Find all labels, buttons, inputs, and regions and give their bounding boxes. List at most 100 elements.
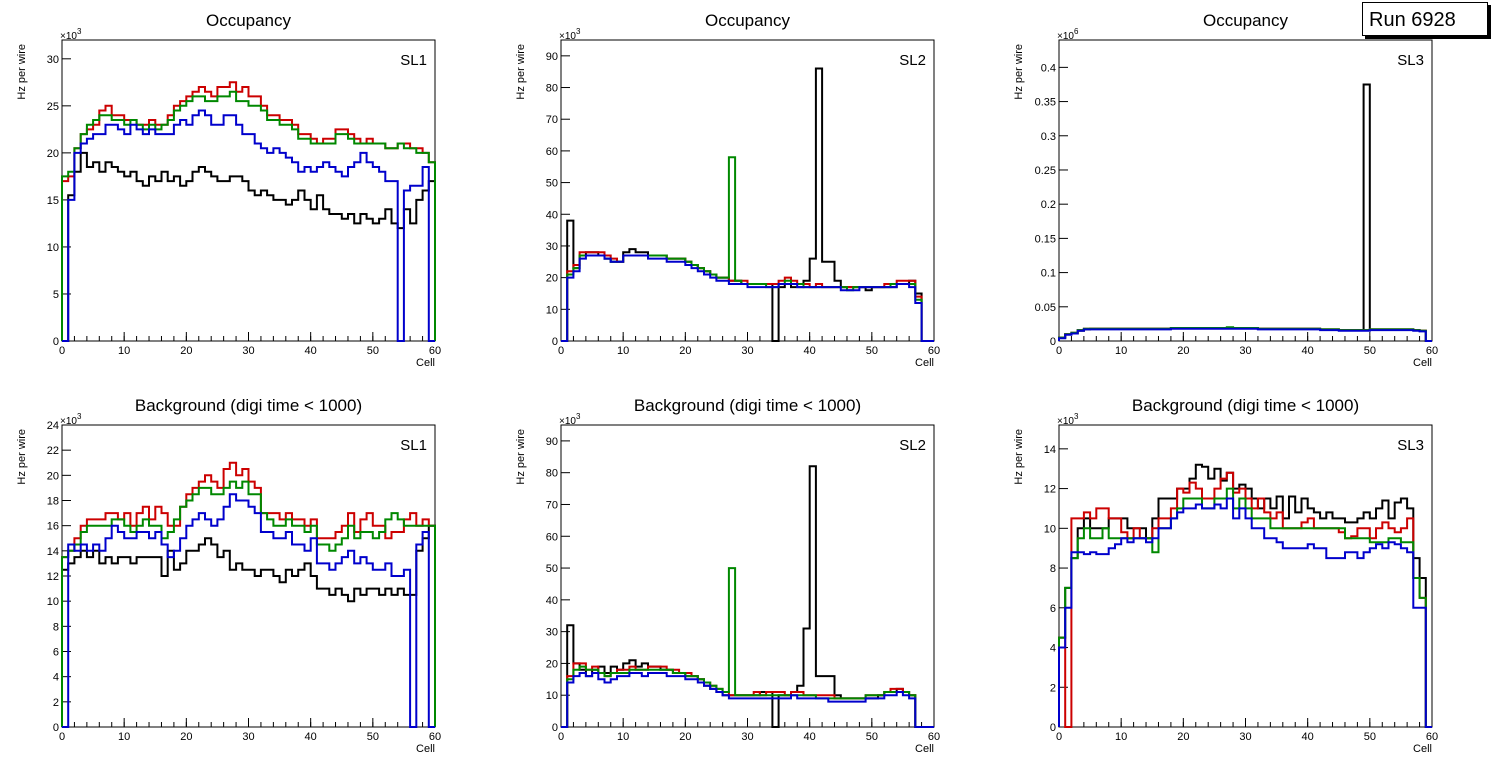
series-blue — [1058, 497, 1432, 728]
y-tick-label: 40 — [546, 209, 558, 221]
y-axis-label: Hz per wire — [1013, 429, 1025, 485]
series-black — [1058, 83, 1432, 342]
series-blue — [62, 109, 435, 342]
y-tick-label: 8 — [53, 621, 59, 633]
x-tick-label: 40 — [305, 731, 317, 743]
y-tick-label: 10 — [1044, 523, 1056, 535]
y-axis-label: Hz per wire — [1013, 44, 1025, 100]
y-tick-label: 90 — [546, 436, 558, 448]
superlayer-label: SL3 — [1397, 52, 1424, 69]
series-black — [62, 151, 436, 342]
x-tick-label: 50 — [866, 731, 878, 743]
series-blue — [62, 493, 435, 728]
axis-exponent-power: 3 — [77, 27, 82, 36]
y-tick-label: 5 — [53, 289, 59, 301]
series-black — [61, 524, 436, 727]
y-tick-label: 2 — [1050, 682, 1056, 694]
y-tick-label: 20 — [47, 148, 59, 160]
series-green — [61, 90, 436, 341]
superlayer-label: SL1 — [400, 52, 427, 69]
x-tick-label: 10 — [118, 345, 130, 357]
panel-title: Occupancy — [206, 11, 292, 30]
x-tick-label: 10 — [118, 731, 130, 743]
x-tick-label: 40 — [1302, 345, 1314, 357]
series-red — [1058, 471, 1432, 728]
axis-exponent: ×103 — [1057, 412, 1079, 427]
series-red — [61, 461, 436, 727]
y-tick-label: 0 — [53, 722, 59, 734]
x-tick-label: 20 — [180, 731, 192, 743]
x-tick-label: 40 — [804, 345, 816, 357]
y-tick-label: 6 — [1050, 603, 1056, 615]
x-tick-label: 0 — [1056, 345, 1062, 357]
y-tick-label: 60 — [546, 531, 558, 543]
y-tick-label: 4 — [1050, 643, 1056, 655]
histogram-panel: 0 10 20 30 40 50 60 0 10 20 30 40 50 60 70 80 90 Backgrou… — [515, 396, 940, 755]
x-tick-label: 10 — [1115, 731, 1127, 743]
series-green — [61, 480, 436, 727]
y-tick-label: 60 — [546, 146, 558, 158]
panel-title: Background (digi time < 1000) — [1132, 396, 1359, 415]
series-blue — [1058, 327, 1432, 342]
y-tick-label: 10 — [47, 596, 59, 608]
y-tick-label: 14 — [1044, 444, 1056, 456]
y-tick-label: 30 — [546, 627, 558, 639]
plot-frame — [1058, 39, 1433, 342]
x-tick-label: 0 — [558, 345, 564, 357]
x-axis-label: Cell — [915, 743, 934, 755]
y-tick-label: 20 — [546, 273, 558, 285]
x-tick-label: 50 — [367, 345, 379, 357]
series-black — [1058, 463, 1432, 728]
y-tick-label: 16 — [47, 521, 59, 533]
y-tick-label: 25 — [47, 101, 59, 113]
x-tick-label: 40 — [305, 345, 317, 357]
y-tick-label: 0 — [53, 336, 59, 348]
y-tick-label: 15 — [47, 195, 59, 207]
y-tick-label: 24 — [47, 420, 59, 432]
y-axis-label: Hz per wire — [16, 44, 28, 100]
plot-frame — [560, 39, 935, 342]
x-tick-label: 30 — [1239, 345, 1251, 357]
y-tick-label: 0 — [1050, 722, 1056, 734]
y-tick-label: 22 — [47, 445, 59, 457]
y-tick-label: 8 — [1050, 563, 1056, 575]
y-tick-label: 80 — [546, 468, 558, 480]
x-tick-label: 30 — [741, 345, 753, 357]
histogram-panel: 0 10 20 30 40 50 60 0 0.05 0.1 0.15 0.2 0.25 0.3 0.35 0… — [1013, 11, 1438, 369]
y-tick-label: 0.35 — [1035, 97, 1056, 109]
x-tick-label: 50 — [1364, 345, 1376, 357]
x-tick-label: 30 — [1239, 731, 1251, 743]
y-tick-label: 6 — [53, 647, 59, 659]
y-tick-label: 10 — [47, 242, 59, 254]
y-axis-label: Hz per wire — [515, 44, 527, 100]
x-tick-label: 20 — [180, 345, 192, 357]
histogram-panel: 0 10 20 30 40 50 60024681012141618202224Backgr… — [16, 396, 441, 755]
y-tick-label: 0 — [552, 336, 558, 348]
y-axis-label: Hz per wire — [515, 429, 527, 485]
x-tick-label: 20 — [679, 345, 691, 357]
y-tick-label: 0.05 — [1035, 302, 1056, 314]
axis-exponent: ×103 — [60, 412, 82, 427]
axis-exponent: ×103 — [559, 27, 581, 42]
y-tick-label: 30 — [546, 241, 558, 253]
axis-exponent-power: 6 — [1074, 27, 1079, 36]
x-tick-label: 40 — [804, 731, 816, 743]
y-tick-label: 0.1 — [1041, 268, 1056, 280]
x-tick-label: 60 — [429, 731, 441, 743]
x-tick-label: 10 — [1115, 345, 1127, 357]
y-tick-label: 10 — [546, 304, 558, 316]
series-green — [561, 156, 934, 342]
x-tick-label: 60 — [1426, 345, 1438, 357]
y-tick-label: 20 — [47, 470, 59, 482]
x-tick-label: 0 — [1056, 731, 1062, 743]
series-black — [561, 465, 934, 728]
x-tick-label: 0 — [558, 731, 564, 743]
x-axis-label: Cell — [1413, 357, 1432, 369]
histogram-panel: 0 10 20 30 40 50 60 0 10 20 30 40 50 60 70 80 90 Occupanc… — [515, 11, 940, 369]
y-tick-label: 12 — [1044, 484, 1056, 496]
series-blue — [561, 254, 934, 342]
x-tick-label: 0 — [59, 345, 65, 357]
x-axis-label: Cell — [416, 357, 435, 369]
x-tick-label: 30 — [741, 731, 753, 743]
plot-frame — [560, 424, 935, 728]
